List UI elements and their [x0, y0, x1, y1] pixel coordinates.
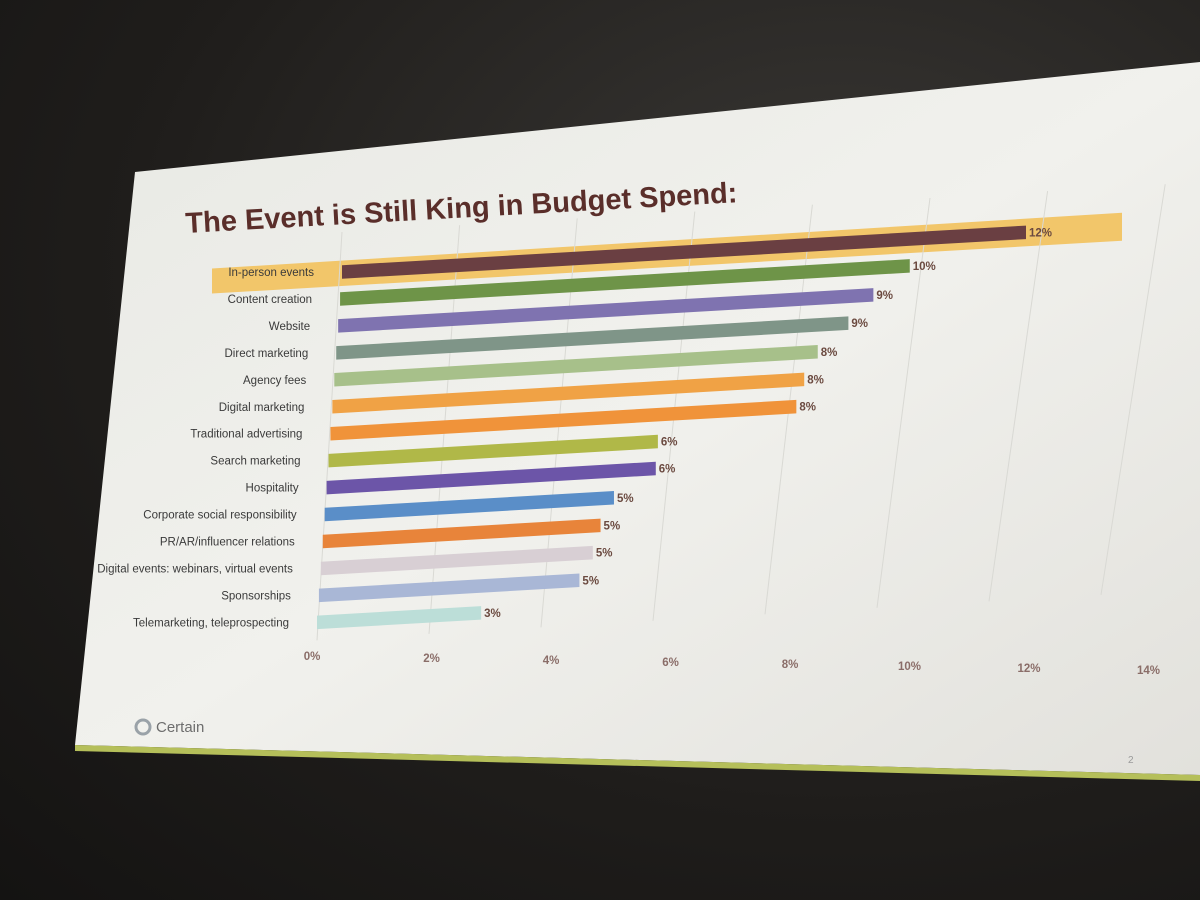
- value-label: 3%: [484, 608, 501, 620]
- category-label: In-person events: [228, 267, 314, 279]
- category-label: Direct marketing: [225, 348, 309, 360]
- x-tick-label: 12%: [1017, 663, 1040, 675]
- category-label: Corporate social responsibility: [143, 510, 297, 522]
- x-tick-label: 0%: [304, 651, 321, 663]
- x-tick-label: 10%: [898, 661, 921, 673]
- x-tick-label: 8%: [782, 659, 799, 671]
- bar: [330, 399, 797, 441]
- category-label: Traditional advertising: [190, 429, 302, 441]
- value-label: 6%: [661, 437, 678, 449]
- bar: [334, 345, 818, 387]
- x-tick-label: 4%: [543, 655, 560, 667]
- value-label: 8%: [807, 374, 824, 386]
- category-label: Hospitality: [246, 483, 299, 495]
- category-label: Website: [269, 321, 310, 333]
- category-label: Search marketing: [210, 456, 300, 468]
- value-label: 5%: [582, 575, 599, 587]
- category-label: PR/AR/influencer relations: [160, 537, 295, 549]
- bar-chart: In-person events 12% Content creation 10% We…: [97, 184, 1166, 677]
- value-label: 9%: [876, 290, 893, 302]
- bar: [322, 518, 601, 549]
- gridline: [1100, 184, 1166, 595]
- value-label: 5%: [596, 548, 613, 560]
- brand-logo: Certain: [134, 718, 204, 736]
- bar: [318, 573, 580, 603]
- bar: [326, 461, 656, 495]
- x-tick-label: 14%: [1137, 665, 1160, 677]
- bar: [338, 288, 874, 333]
- certain-logo-icon: [134, 718, 152, 736]
- category-label: Content creation: [228, 294, 312, 306]
- bar: [317, 606, 482, 630]
- category-label: Digital marketing: [219, 402, 305, 414]
- value-label: 8%: [821, 347, 838, 359]
- x-tick-label: 6%: [662, 657, 679, 669]
- page-number: 2: [1128, 755, 1134, 766]
- category-label: Sponsorships: [221, 590, 291, 602]
- gridline: [876, 197, 931, 608]
- bar: [342, 225, 1026, 279]
- x-tick-label: 2%: [423, 653, 440, 665]
- value-label: 5%: [617, 493, 634, 505]
- bar: [336, 316, 849, 360]
- bar: [324, 491, 614, 522]
- slide-footer-strip: [75, 745, 1200, 781]
- bar: [320, 545, 593, 576]
- value-label: 9%: [851, 318, 868, 330]
- category-label: Telemarketing, teleprospecting: [133, 617, 289, 629]
- value-label: 10%: [913, 261, 936, 273]
- value-label: 5%: [604, 520, 621, 532]
- category-label: Digital events: webinars, virtual events: [97, 563, 293, 575]
- value-label: 6%: [659, 464, 676, 476]
- value-label: 12%: [1029, 227, 1052, 239]
- bar: [340, 259, 910, 306]
- gridline: [988, 191, 1049, 602]
- value-label: 8%: [799, 402, 816, 414]
- bar: [328, 434, 658, 468]
- brand-name: Certain: [156, 719, 204, 736]
- bar: [332, 372, 805, 414]
- category-label: Agency fees: [243, 375, 307, 387]
